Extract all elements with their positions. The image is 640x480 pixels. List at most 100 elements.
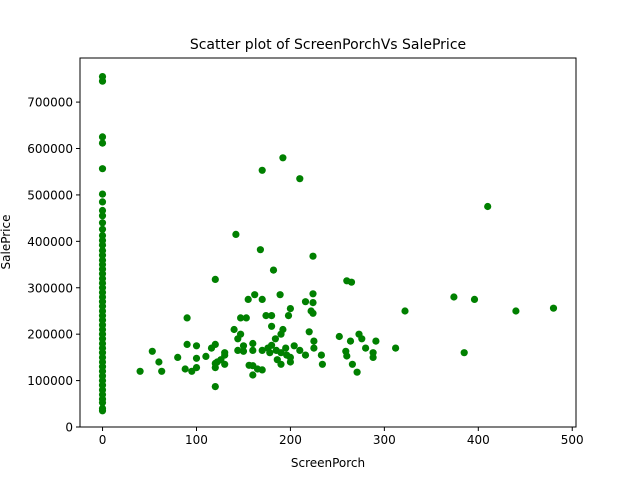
data-point bbox=[277, 360, 285, 368]
data-point bbox=[98, 212, 107, 220]
x-axis: 0 100 200 300 400 500 bbox=[99, 427, 584, 447]
data-point bbox=[512, 307, 520, 315]
data-point bbox=[358, 335, 366, 343]
data-point bbox=[290, 342, 298, 350]
data-point bbox=[317, 351, 325, 359]
data-point bbox=[309, 309, 317, 317]
data-point bbox=[372, 337, 380, 345]
data-point bbox=[309, 299, 317, 307]
data-point bbox=[309, 290, 317, 298]
data-point bbox=[362, 344, 370, 352]
y-tick-label: 200000 bbox=[27, 328, 73, 342]
data-point bbox=[98, 133, 107, 141]
x-tick-label: 300 bbox=[373, 433, 396, 447]
data-point bbox=[258, 346, 266, 354]
data-point bbox=[276, 291, 284, 299]
data-point bbox=[258, 295, 266, 303]
data-point bbox=[148, 347, 156, 355]
data-point bbox=[192, 364, 201, 372]
data-point bbox=[249, 339, 257, 348]
data-point bbox=[460, 349, 468, 357]
data-point bbox=[310, 337, 318, 345]
data-point bbox=[262, 312, 270, 320]
data-point bbox=[284, 312, 293, 320]
data-point bbox=[450, 293, 458, 301]
data-point bbox=[155, 358, 163, 366]
y-tick-label: 600000 bbox=[27, 142, 73, 156]
data-point bbox=[211, 340, 219, 348]
data-point bbox=[268, 322, 276, 330]
data-point bbox=[98, 165, 107, 173]
data-point bbox=[249, 346, 257, 354]
data-point bbox=[239, 342, 248, 350]
points-layer bbox=[98, 73, 558, 415]
data-point bbox=[232, 230, 240, 238]
data-point bbox=[279, 154, 287, 162]
data-point bbox=[286, 358, 294, 366]
data-point bbox=[369, 353, 377, 361]
data-point bbox=[346, 337, 355, 345]
y-tick-label: 0 bbox=[65, 421, 73, 435]
data-point bbox=[258, 166, 266, 174]
data-point bbox=[310, 344, 318, 352]
x-tick-label: 400 bbox=[467, 433, 490, 447]
data-point bbox=[305, 328, 313, 336]
data-point bbox=[347, 278, 356, 286]
data-point bbox=[251, 291, 259, 299]
chart-title: Scatter plot of ScreenPorchVs SalePrice bbox=[190, 37, 466, 53]
data-point bbox=[98, 407, 107, 415]
data-point bbox=[230, 325, 238, 334]
data-point bbox=[286, 305, 294, 313]
x-tick-label: 500 bbox=[561, 433, 584, 447]
data-point bbox=[258, 366, 266, 374]
data-point bbox=[211, 383, 219, 391]
data-point bbox=[221, 360, 229, 368]
y-tick-label: 400000 bbox=[27, 235, 73, 249]
data-point bbox=[249, 371, 257, 379]
data-point bbox=[309, 252, 317, 260]
data-point bbox=[221, 351, 229, 359]
data-point bbox=[98, 198, 107, 206]
data-point bbox=[98, 206, 107, 215]
data-point bbox=[277, 349, 285, 357]
data-point bbox=[282, 344, 290, 352]
data-point bbox=[279, 325, 287, 334]
data-point bbox=[348, 360, 356, 368]
data-point bbox=[183, 314, 191, 322]
data-point bbox=[98, 190, 107, 198]
data-point bbox=[296, 346, 304, 354]
data-point bbox=[244, 295, 252, 303]
data-point bbox=[98, 139, 107, 147]
data-point bbox=[296, 175, 304, 183]
data-point bbox=[470, 295, 479, 303]
x-tick-label: 0 bbox=[99, 433, 107, 447]
data-point bbox=[192, 354, 201, 362]
data-point bbox=[181, 365, 189, 373]
data-point bbox=[211, 275, 219, 283]
data-point bbox=[98, 219, 107, 227]
data-point bbox=[318, 360, 326, 368]
data-point bbox=[271, 335, 279, 343]
plot-area-frame bbox=[79, 57, 577, 428]
data-point bbox=[301, 351, 310, 359]
data-point bbox=[242, 314, 250, 322]
data-point bbox=[98, 399, 107, 407]
data-point bbox=[269, 266, 278, 274]
data-point bbox=[98, 77, 107, 85]
data-point bbox=[335, 332, 343, 341]
data-point bbox=[401, 307, 409, 315]
y-tick-label: 300000 bbox=[27, 281, 73, 295]
x-tick-label: 100 bbox=[185, 433, 208, 447]
data-point bbox=[268, 341, 276, 349]
data-point bbox=[268, 312, 276, 320]
data-point bbox=[237, 330, 245, 338]
x-axis-title: ScreenPorch bbox=[291, 456, 365, 470]
data-point bbox=[98, 251, 107, 259]
y-axis: 0 100000 200000 300000 400000 500000 600000 700… bbox=[27, 96, 80, 435]
data-point bbox=[136, 367, 144, 375]
data-point bbox=[239, 347, 248, 355]
data-point bbox=[158, 367, 166, 375]
data-point bbox=[266, 349, 274, 357]
data-point bbox=[392, 344, 400, 352]
